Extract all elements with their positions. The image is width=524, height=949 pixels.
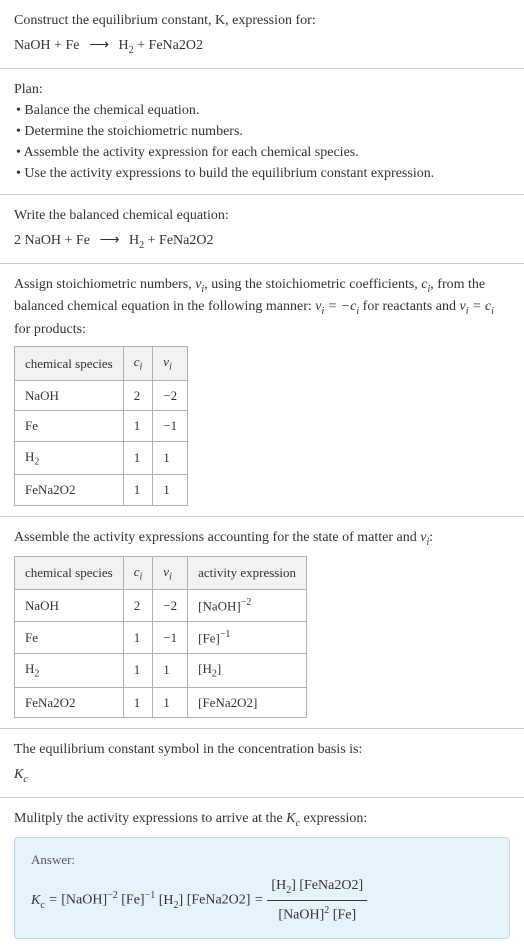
cell: 1 [153,687,188,718]
kc-expression: Kc = [NaOH]−2 [Fe]−1 [H2] [FeNa2O2] = [H… [31,875,493,925]
assemble-section: Assemble the activity expressions accoun… [0,517,524,729]
col-nu: νi [153,556,188,590]
cell: 1 [153,475,188,506]
cell: 1 [123,687,153,718]
cell: Fe [15,622,124,654]
balanced-eq-text: 2 NaOH + Fe [14,233,90,248]
cell: 2 [123,380,153,411]
col-activity: activity expression [188,556,307,590]
col-ci: ci [123,347,153,381]
eq-lhs: NaOH + Fe [14,38,79,53]
col-ci: ci [123,556,153,590]
assemble-text: Assemble the activity expressions accoun… [14,527,510,550]
symbol-section: The equilibrium constant symbol in the c… [0,729,524,798]
table-row: H2 1 1 [15,441,188,475]
table-header-row: chemical species ci νi [15,347,188,381]
cell: 1 [123,475,153,506]
table-row: H2 1 1 [H2] [15,653,307,687]
cell: 1 [123,441,153,475]
plan-item: • Use the activity expressions to build … [16,163,510,184]
multiply-section: Mulitply the activity expressions to arr… [0,798,524,949]
table-row: FeNa2O2 1 1 [15,475,188,506]
cell: NaOH [15,380,124,411]
rel2: νi = ci [459,299,493,314]
cell: −1 [153,622,188,654]
cell: 1 [123,622,153,654]
prompt-text: Construct the equilibrium constant, K, e… [14,10,510,31]
cell: Fe [15,411,124,442]
kc-symbol: Kc [14,764,510,787]
prompt-pre: Construct the equilibrium constant, K, e… [14,13,316,28]
activity-table: chemical species ci νi activity expressi… [14,556,307,718]
kc-lhs: Kc = [NaOH]−2 [Fe]−1 [H2] [FeNa2O2] = [31,888,263,912]
ci-symbol: ci [421,277,430,292]
fraction-denominator: [NaOH]2 [Fe] [274,901,360,926]
eq-rhs: H2 + FeNa2O2 [119,38,203,53]
header-section: Construct the equilibrium constant, K, e… [0,0,524,69]
cell: 1 [153,653,188,687]
multiply-text: Mulitply the activity expressions to arr… [14,808,510,831]
cell: H2 [15,441,124,475]
col-species: chemical species [15,347,124,381]
plan-section: Plan: • Balance the chemical equation. •… [0,69,524,195]
cell: 1 [123,411,153,442]
cell: FeNa2O2 [15,475,124,506]
unbalanced-equation: NaOH + Fe ⟶ H2 + FeNa2O2 [14,35,510,58]
answer-box: Answer: Kc = [NaOH]−2 [Fe]−1 [H2] [FeNa2… [14,837,510,939]
cell: −2 [153,380,188,411]
cell: −2 [153,590,188,622]
table-row: Fe 1 −1 [Fe]−1 [15,622,307,654]
cell: FeNa2O2 [15,687,124,718]
table-row: NaOH 2 −2 [NaOH]−2 [15,590,307,622]
arrow-icon: ⟶ [99,233,119,248]
cell: 1 [123,653,153,687]
plan-item: • Assemble the activity expression for e… [16,142,510,163]
balanced-equation: 2 NaOH + Fe ⟶ H2 + FeNa2O2 [14,230,510,253]
plan-item: • Determine the stoichiometric numbers. [16,121,510,142]
stoich-table: chemical species ci νi NaOH 2 −2 Fe 1 −1… [14,346,188,506]
col-species: chemical species [15,556,124,590]
cell: [H2] [188,653,307,687]
table-row: NaOH 2 −2 [15,380,188,411]
nu-symbol: νi [195,277,204,292]
cell: NaOH [15,590,124,622]
assign-text: Assign stoichiometric numbers, νi, using… [14,274,510,341]
cell: [Fe]−1 [188,622,307,654]
cell: [FeNa2O2] [188,687,307,718]
cell: 2 [123,590,153,622]
plan-title: Plan: [14,79,510,100]
table-row: Fe 1 −1 [15,411,188,442]
kc-fraction: [H2] [FeNa2O2] [NaOH]2 [Fe] [267,875,367,925]
plan-item: • Balance the chemical equation. [16,100,510,121]
cell: −1 [153,411,188,442]
balanced-eq-rhs: H2 + FeNa2O2 [129,233,213,248]
rel1: νi = −ci [315,299,359,314]
answer-label: Answer: [31,850,493,870]
assign-section: Assign stoichiometric numbers, νi, using… [0,264,524,517]
fraction-numerator: [H2] [FeNa2O2] [267,875,367,901]
assign-end: for products: [14,322,86,337]
assign-pre: Assign stoichiometric numbers, [14,277,195,292]
cell: [NaOH]−2 [188,590,307,622]
balanced-section: Write the balanced chemical equation: 2 … [0,195,524,264]
balanced-title: Write the balanced chemical equation: [14,205,510,226]
cell: H2 [15,653,124,687]
col-nu: νi [153,347,188,381]
assign-mid3: for reactants and [359,299,459,314]
assign-mid1: , using the stoichiometric coefficients, [204,277,421,292]
table-row: FeNa2O2 1 1 [FeNa2O2] [15,687,307,718]
cell: 1 [153,441,188,475]
arrow-icon: ⟶ [89,38,109,53]
symbol-text: The equilibrium constant symbol in the c… [14,739,510,760]
table-header-row: chemical species ci νi activity expressi… [15,556,307,590]
